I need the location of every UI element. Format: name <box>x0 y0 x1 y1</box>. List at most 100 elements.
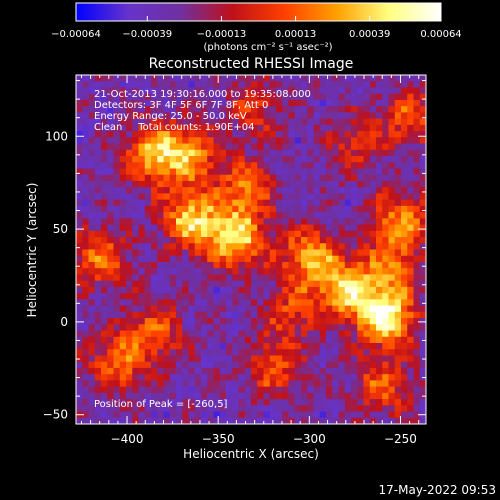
heatmap-cell <box>151 131 158 138</box>
heatmap-cell <box>276 124 283 132</box>
heatmap-cell <box>94 311 102 319</box>
heatmap-cell <box>376 355 383 363</box>
heatmap-cell <box>276 361 283 369</box>
heatmap-cell <box>276 118 283 126</box>
heatmap-cell <box>244 392 252 400</box>
heatmap-cell <box>219 137 227 144</box>
heatmap-cell <box>413 199 421 207</box>
heatmap-cell <box>269 318 277 325</box>
heatmap-cell <box>263 199 271 207</box>
heatmap-cell <box>144 212 152 219</box>
heatmap-cell <box>369 386 377 394</box>
heatmap-cell <box>151 143 158 151</box>
heatmap-cell <box>301 149 308 157</box>
heatmap-cell <box>213 75 221 82</box>
heatmap-cell <box>151 399 158 406</box>
heatmap-cell <box>163 324 171 331</box>
heatmap-cell <box>151 149 158 157</box>
heatmap-cell <box>226 324 233 331</box>
heatmap-cell <box>351 380 358 388</box>
heatmap-cell <box>282 199 289 207</box>
heatmap-cell <box>382 305 389 313</box>
heatmap-cell <box>182 355 189 363</box>
heatmap-cell <box>151 374 158 381</box>
heatmap-cell <box>344 299 352 306</box>
heatmap-cell <box>132 268 139 275</box>
heatmap-cell <box>413 380 421 388</box>
heatmap-cell <box>219 237 227 244</box>
heatmap-cell <box>413 386 421 394</box>
heatmap-cell <box>376 87 383 95</box>
heatmap-cell <box>94 205 102 213</box>
heatmap-cell <box>369 93 377 101</box>
heatmap-cell <box>319 230 327 238</box>
heatmap-cell <box>244 224 252 232</box>
heatmap-cell <box>401 367 408 375</box>
heatmap-cell <box>369 268 377 275</box>
heatmap-cell <box>382 131 389 138</box>
heatmap-cell <box>151 293 158 300</box>
heatmap-cell <box>357 355 364 363</box>
heatmap-cell <box>376 243 383 250</box>
heatmap-cell <box>138 99 146 107</box>
heatmap-cell <box>269 274 277 282</box>
heatmap-cell <box>94 392 102 400</box>
heatmap-cell <box>357 349 364 356</box>
heatmap-cell <box>232 180 239 188</box>
heatmap-cell <box>369 330 377 338</box>
heatmap-cell <box>357 330 364 338</box>
heatmap-cell <box>294 187 302 194</box>
heatmap-cell <box>169 93 177 101</box>
heatmap-cell <box>244 124 252 132</box>
heatmap-cell <box>269 249 277 257</box>
heatmap-cell <box>169 392 177 400</box>
heatmap-cell <box>94 411 102 419</box>
heatmap-cell <box>207 93 214 101</box>
heatmap-cell <box>276 318 283 325</box>
heatmap-cell <box>263 417 271 424</box>
heatmap-cell <box>332 374 339 381</box>
heatmap-cell <box>363 255 371 263</box>
heatmap-cell <box>338 280 346 288</box>
heatmap-cell <box>213 405 221 412</box>
heatmap-cell <box>201 342 208 350</box>
heatmap-cell <box>382 199 389 207</box>
heatmap-cell <box>238 342 246 350</box>
heatmap-cell <box>338 324 346 331</box>
heatmap-cell <box>257 205 264 213</box>
heatmap-cell <box>319 243 327 250</box>
heatmap-cell <box>138 205 146 213</box>
heatmap-cell <box>94 299 102 306</box>
heatmap-cell <box>263 374 271 381</box>
heatmap-cell <box>157 81 164 88</box>
heatmap-cell <box>188 293 196 300</box>
heatmap-cell <box>201 311 208 319</box>
heatmap-cell <box>132 230 139 238</box>
heatmap-cell <box>207 118 214 126</box>
heatmap-cell <box>332 280 339 288</box>
heatmap-cell <box>213 330 221 338</box>
heatmap-cell <box>419 187 426 194</box>
heatmap-cell <box>313 336 321 344</box>
heatmap-cell <box>301 212 308 219</box>
heatmap-cell <box>213 93 221 101</box>
heatmap-cell <box>138 374 146 381</box>
heatmap-cell <box>232 417 239 424</box>
heatmap-cell <box>288 224 296 232</box>
heatmap-cell <box>201 286 208 294</box>
heatmap-cell <box>113 330 121 338</box>
heatmap-cell <box>107 336 114 344</box>
heatmap-cell <box>169 75 177 82</box>
heatmap-cell <box>88 99 96 107</box>
heatmap-cell <box>238 355 246 363</box>
heatmap-cell <box>238 361 246 369</box>
heatmap-cell <box>332 143 339 151</box>
heatmap-cell <box>263 156 271 163</box>
heatmap-cell <box>382 293 389 300</box>
heatmap-cell <box>213 218 221 225</box>
heatmap-cell <box>232 349 239 356</box>
heatmap-cell <box>251 118 258 126</box>
heatmap-cell <box>194 118 202 126</box>
heatmap-cell <box>332 361 339 369</box>
heatmap-cell <box>76 224 83 232</box>
